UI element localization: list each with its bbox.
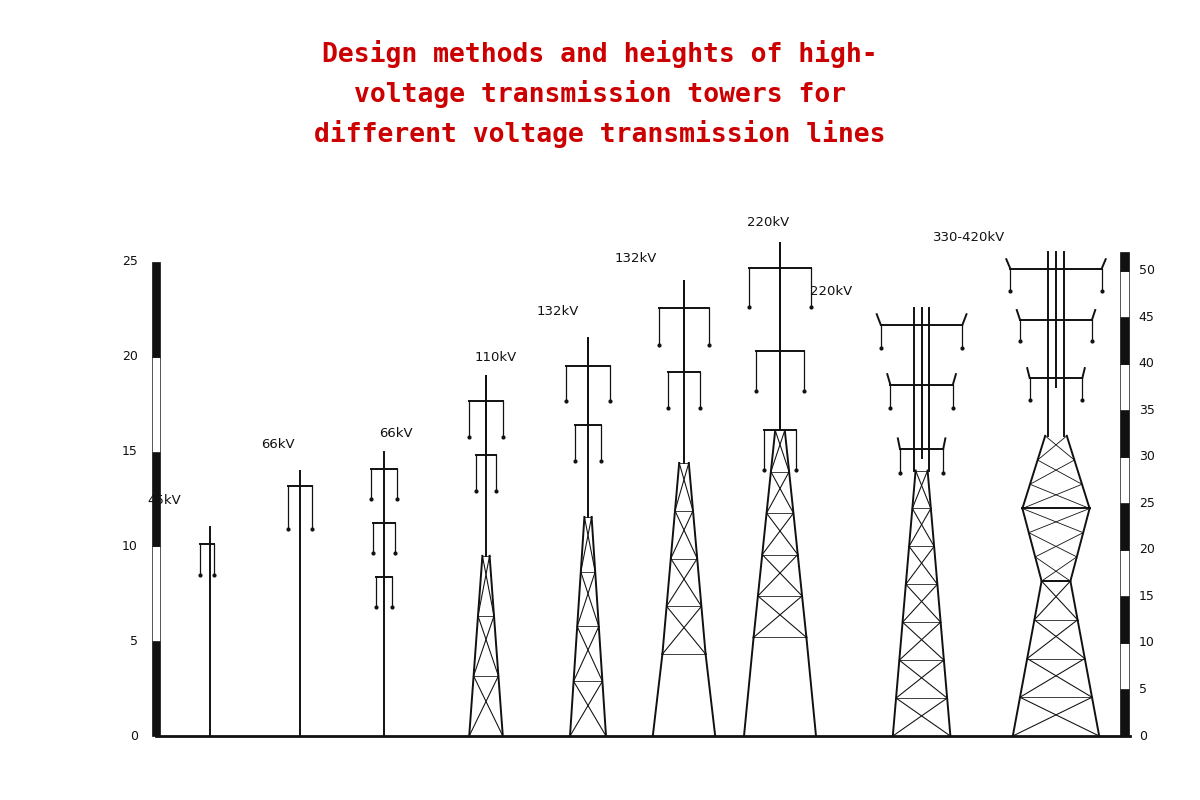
Bar	[152, 546, 160, 641]
Text: Design methods and heights of high-
voltage transmission towers for
different vo: Design methods and heights of high- volt…	[314, 40, 886, 148]
Bar	[152, 262, 160, 357]
Bar	[1120, 503, 1129, 550]
Text: 66kV: 66kV	[379, 426, 413, 439]
Text: 30: 30	[1139, 450, 1154, 463]
Text: 66kV: 66kV	[262, 438, 295, 450]
Text: 0: 0	[1139, 730, 1147, 742]
Bar	[152, 451, 160, 546]
Text: 20: 20	[122, 350, 138, 363]
Text: 10: 10	[1139, 637, 1154, 650]
Bar	[152, 641, 160, 736]
Text: 40: 40	[1139, 357, 1154, 370]
Bar	[1120, 596, 1129, 643]
Text: 132kV: 132kV	[536, 305, 580, 318]
Bar	[1120, 643, 1129, 690]
Text: 132kV: 132kV	[614, 252, 658, 265]
Bar	[1120, 364, 1129, 410]
Bar	[1120, 550, 1129, 596]
Bar	[1120, 690, 1129, 736]
Bar	[1120, 270, 1129, 317]
Text: 220kV: 220kV	[810, 285, 853, 298]
Text: 20: 20	[1139, 543, 1154, 556]
Text: 220kV: 220kV	[746, 215, 790, 229]
Text: 50: 50	[1139, 264, 1154, 277]
Text: 5: 5	[130, 634, 138, 648]
Bar	[1120, 410, 1129, 457]
Text: 45kV: 45kV	[148, 494, 181, 507]
Text: 25: 25	[122, 255, 138, 269]
Text: 0: 0	[130, 730, 138, 742]
Text: 45: 45	[1139, 310, 1154, 323]
Text: 35: 35	[1139, 404, 1154, 417]
Bar	[1120, 317, 1129, 364]
Bar	[1120, 457, 1129, 503]
Bar	[152, 357, 160, 451]
Text: 15: 15	[1139, 590, 1154, 603]
Text: 330-420kV: 330-420kV	[934, 231, 1006, 244]
Text: 25: 25	[1139, 497, 1154, 510]
Text: 10: 10	[122, 540, 138, 553]
Text: 5: 5	[1139, 683, 1147, 696]
Bar	[1120, 252, 1129, 270]
Text: 110kV: 110kV	[474, 350, 517, 364]
Text: 15: 15	[122, 445, 138, 458]
